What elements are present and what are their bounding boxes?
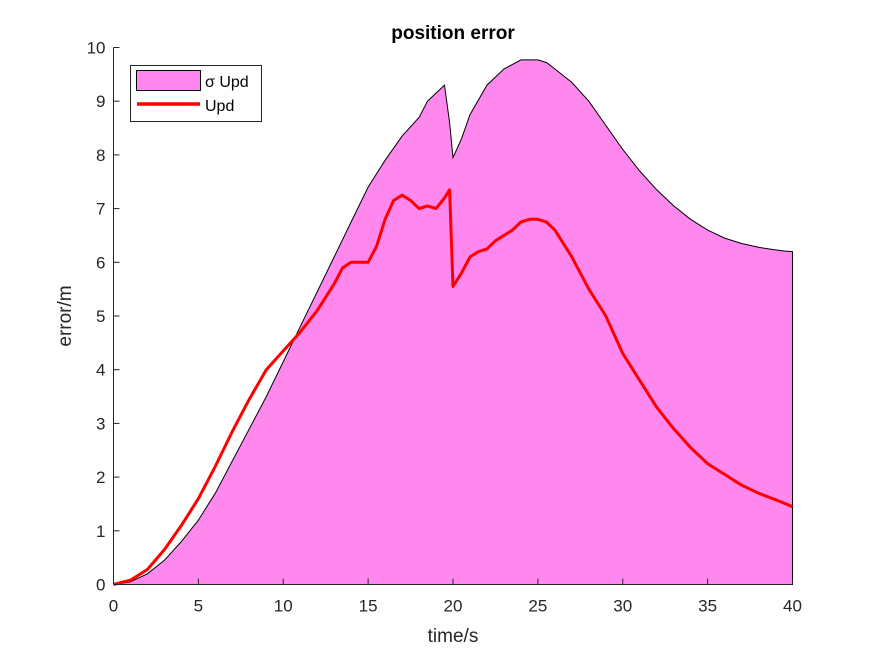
x-tick-label: 0 — [109, 597, 118, 616]
sigma-upd-area — [113, 59, 793, 585]
y-tick-label: 10 — [87, 39, 106, 58]
x-axis-label: time/s — [428, 626, 479, 647]
x-tick-label: 40 — [783, 597, 802, 616]
x-tick-label: 15 — [359, 597, 378, 616]
legend-label-sigma-upd: σ Upd — [205, 74, 249, 91]
legend: σ Upd Upd — [130, 65, 262, 122]
upd-line — [113, 188, 794, 586]
y-ticks: 0 1 2 3 4 5 6 7 8 9 10 — [87, 39, 120, 595]
y-tick-label: 9 — [96, 92, 105, 111]
y-tick-label: 1 — [96, 522, 105, 541]
y-tick-label: 4 — [96, 361, 105, 380]
chart-title: position error — [391, 23, 515, 44]
x-tick-label: 30 — [613, 597, 632, 616]
x-tick-label: 25 — [528, 597, 547, 616]
y-tick-label: 6 — [96, 253, 105, 272]
y-tick-label: 2 — [96, 468, 105, 487]
y-tick-label: 8 — [96, 146, 105, 165]
y-tick-label: 5 — [96, 307, 105, 326]
y-axis-label: error/m — [55, 285, 76, 346]
x-tick-label: 20 — [444, 597, 463, 616]
x-tick-label: 35 — [698, 597, 717, 616]
x-tick-label: 5 — [194, 597, 203, 616]
y-tick-label: 7 — [96, 200, 105, 219]
legend-swatch-sigma-upd — [136, 70, 201, 91]
legend-label-upd: Upd — [205, 98, 234, 115]
series-layer — [113, 59, 794, 586]
x-ticks: 0 5 10 15 20 25 30 35 40 — [109, 578, 802, 616]
y-tick-label: 3 — [96, 414, 105, 433]
y-tick-label: 0 — [96, 576, 105, 595]
x-tick-label: 10 — [274, 597, 293, 616]
